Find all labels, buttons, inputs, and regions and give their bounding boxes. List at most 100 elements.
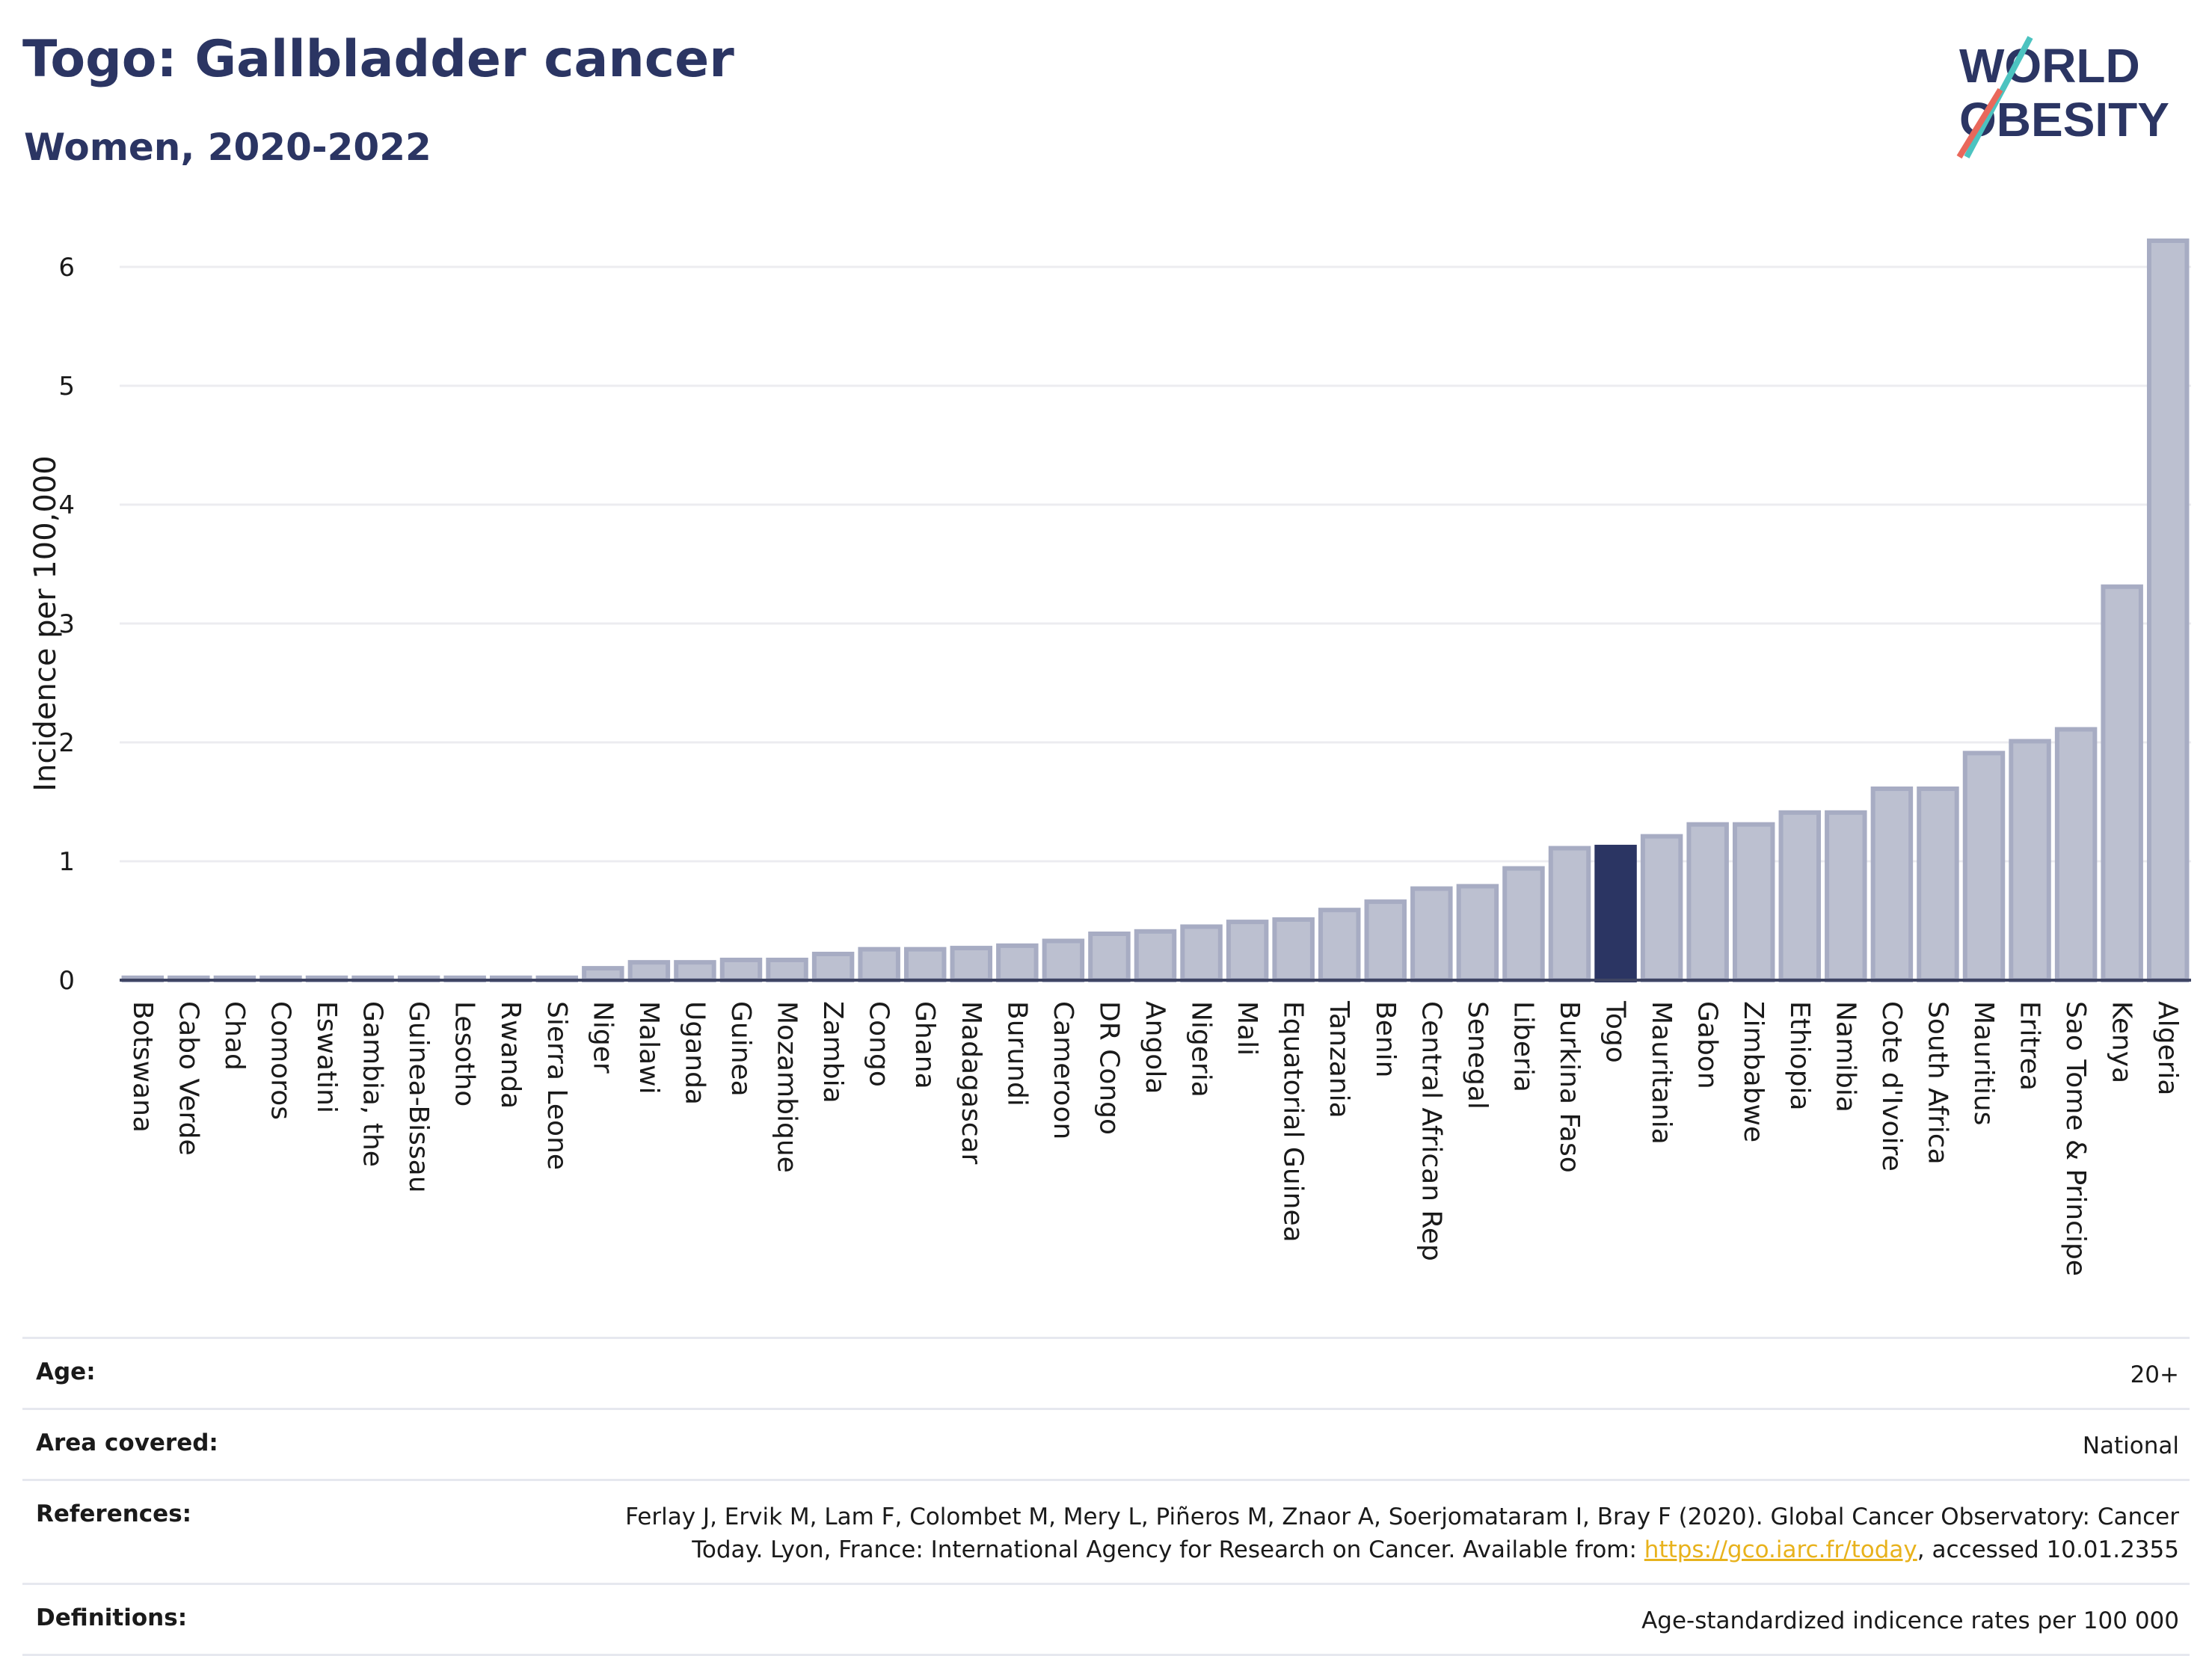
meta-row-references: References: Ferlay J, Ervik M, Lam F, Co… [22,1479,2190,1583]
bar [1732,822,1775,982]
x-tick-label: Gambia, the [357,1001,388,1167]
bar [1502,866,1545,983]
x-tick-label: Liberia [1508,1001,1538,1092]
x-tick-label: Madagascar [956,1001,986,1165]
x-tick-label: DR Congo [1093,1001,1124,1135]
bar [811,952,855,983]
bar [1410,886,1453,982]
x-tick-label: Lesotho [449,1001,480,1106]
bar [1226,920,1269,982]
bar [2101,584,2143,982]
bar [996,943,1039,983]
y-tick-label: 1 [58,847,75,877]
age-label: Age: [36,1358,96,1385]
bar [1548,846,1591,983]
x-tick-label: Congo [864,1001,894,1087]
chart-title: Togo: Gallbladder cancer [22,30,734,89]
x-tick-label: Uganda [679,1001,710,1105]
references-link[interactable]: https://gco.iarc.fr/today [1644,1536,1917,1563]
meta-row-definitions: Definitions: Age-standardized indicence … [22,1583,2190,1656]
world-obesity-logo: WORLD OBESITY [1956,36,2169,159]
svg-text:WORLD: WORLD [1959,39,2140,93]
x-tick-label: Sierra Leone [541,1001,572,1170]
bar [1917,787,1959,983]
x-tick-label: Cote d'Ivoire [1876,1001,1907,1172]
x-tick-label: Eritrea [2015,1001,2045,1091]
y-tick-label: 0 [58,966,75,996]
x-tick-label: South Africa [1922,1001,1953,1165]
x-tick-label: Burkina Faso [1554,1001,1585,1173]
y-tick-label: 2 [58,728,75,758]
bar [1825,810,1867,983]
x-tick-label: Tanzania [1324,1000,1354,1118]
bar [1272,917,1315,983]
x-tick-label: Zimbabwe [1738,1001,1769,1142]
bar [2146,238,2190,982]
x-tick-label: Kenya [2107,1001,2137,1083]
x-tick-label: Mauritania [1646,1001,1677,1145]
x-tick-label: Niger [587,1001,618,1074]
meta-row-age: Age: 20+ [22,1337,2190,1408]
x-tick-label: Senegal [1462,1001,1493,1109]
bar-highlight [1594,844,1637,983]
bar [674,960,716,983]
bar [950,946,993,982]
y-tick-label: 3 [58,609,75,639]
bar [1088,931,1131,982]
age-value: 20+ [2130,1361,2179,1388]
x-tick-label: Ghana [909,1001,940,1089]
x-tick-label: Zambia [817,1001,848,1104]
bar [1870,787,1914,983]
x-tick-label: Togo [1600,1000,1631,1063]
bar [1042,938,1085,983]
bar [627,960,671,983]
x-tick-label: Burundi [1001,1001,1032,1106]
bar [1180,924,1223,982]
meta-row-area: Area covered: National [22,1408,2190,1479]
definitions-value: Age-standardized indicence rates per 100… [1641,1607,2179,1634]
references-value: Ferlay J, Ervik M, Lam F, Colombet M, Me… [571,1500,2179,1566]
references-label: References: [36,1500,192,1527]
x-tick-label: Sao Tome & Principe [2060,1001,2091,1276]
bar [1686,822,1729,982]
bar [719,957,763,982]
x-tick-label: Central African Rep [1416,1001,1446,1261]
bar [1962,751,2006,982]
bar [2054,727,2098,982]
x-tick-label: Cameroon [1048,1001,1078,1139]
x-tick-label: Namibia [1830,1001,1861,1112]
bar [1456,884,1499,983]
x-tick-label: Botswana [127,1001,158,1133]
x-tick-label: Malawi [633,1001,664,1095]
x-tick-label: Mauritius [1968,1001,1999,1125]
bar [766,957,808,982]
x-tick-label: Benin [1370,1001,1401,1077]
references-suffix: , accessed 10.01.2355 [1917,1536,2179,1563]
x-tick-label: Rwanda [495,1001,526,1109]
bar [2009,739,2051,982]
x-tick-label: Cabo Verde [173,1001,203,1156]
area-label: Area covered: [36,1429,218,1456]
y-tick-label: 6 [58,253,75,283]
area-value: National [2082,1432,2179,1459]
x-tick-label: Guinea-Bissau [403,1001,434,1193]
bar [582,966,624,982]
metadata-table: Age: 20+ Area covered: National Referenc… [22,1337,2190,1656]
references-text: Ferlay J, Ervik M, Lam F, Colombet M, Me… [625,1503,2179,1563]
bar [1364,899,1407,983]
x-tick-label: Nigeria [1186,1001,1217,1098]
x-tick-label: Ethiopia [1784,1001,1815,1111]
y-axis-label: Incidence per 100,000 [28,455,63,792]
x-tick-label: Guinea [725,1001,756,1097]
x-tick-label: Angola [1140,1001,1170,1094]
x-tick-label: Comoros [265,1001,295,1120]
bar [903,946,947,983]
x-tick-label: Algeria [2152,1001,2183,1096]
x-tick-label: Mozambique [772,1001,802,1173]
y-tick-label: 5 [58,372,75,401]
bar [1640,834,1683,982]
definitions-label: Definitions: [36,1604,188,1631]
bar [858,946,900,983]
bar-chart: 0 1 2 3 4 5 6 Incidence per 100,000 Botswana Cabo… [28,238,2191,1276]
x-tick-label: Chad [219,1001,250,1071]
